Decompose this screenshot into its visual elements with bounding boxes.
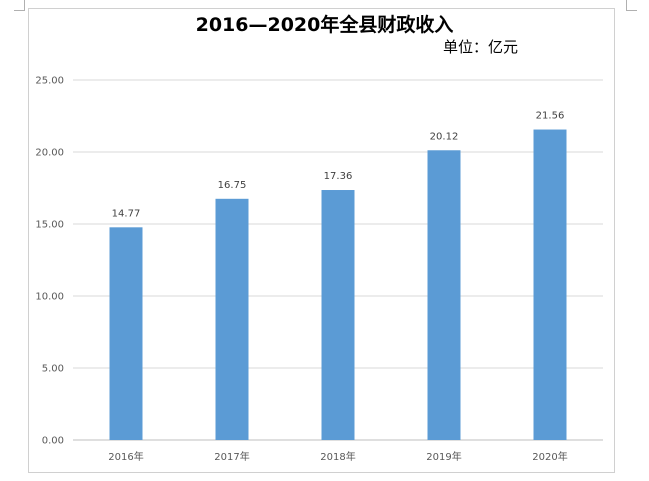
bar — [533, 129, 567, 440]
x-tick-label: 2017年 — [214, 450, 249, 463]
bar — [109, 227, 143, 440]
chart-unit-label: 单位：亿元 — [443, 38, 519, 56]
x-tick-label: 2018年 — [320, 450, 355, 463]
y-tick-label: 20.00 — [35, 148, 64, 159]
x-tick-label: 2020年 — [532, 450, 567, 463]
data-label: 20.12 — [430, 131, 459, 142]
chart-title: 2016—2020年全县财政收入 — [195, 14, 454, 36]
data-label: 16.75 — [218, 180, 247, 191]
data-label: 14.77 — [112, 208, 141, 219]
bar — [427, 150, 461, 440]
bar — [215, 198, 249, 440]
y-tick-label: 5.00 — [42, 364, 64, 375]
y-tick-label: 10.00 — [35, 292, 64, 303]
x-tick-label: 2016年 — [108, 450, 143, 463]
bar — [321, 190, 355, 440]
y-tick-label: 15.00 — [35, 220, 64, 231]
y-tick-label: 0.00 — [42, 436, 64, 447]
data-label: 21.56 — [536, 111, 565, 122]
data-label: 17.36 — [324, 171, 353, 182]
corner-mark-top-left — [14, 0, 25, 11]
y-tick-label: 25.00 — [35, 76, 64, 87]
x-tick-label: 2019年 — [426, 450, 461, 463]
corner-mark-top-right — [626, 0, 637, 11]
